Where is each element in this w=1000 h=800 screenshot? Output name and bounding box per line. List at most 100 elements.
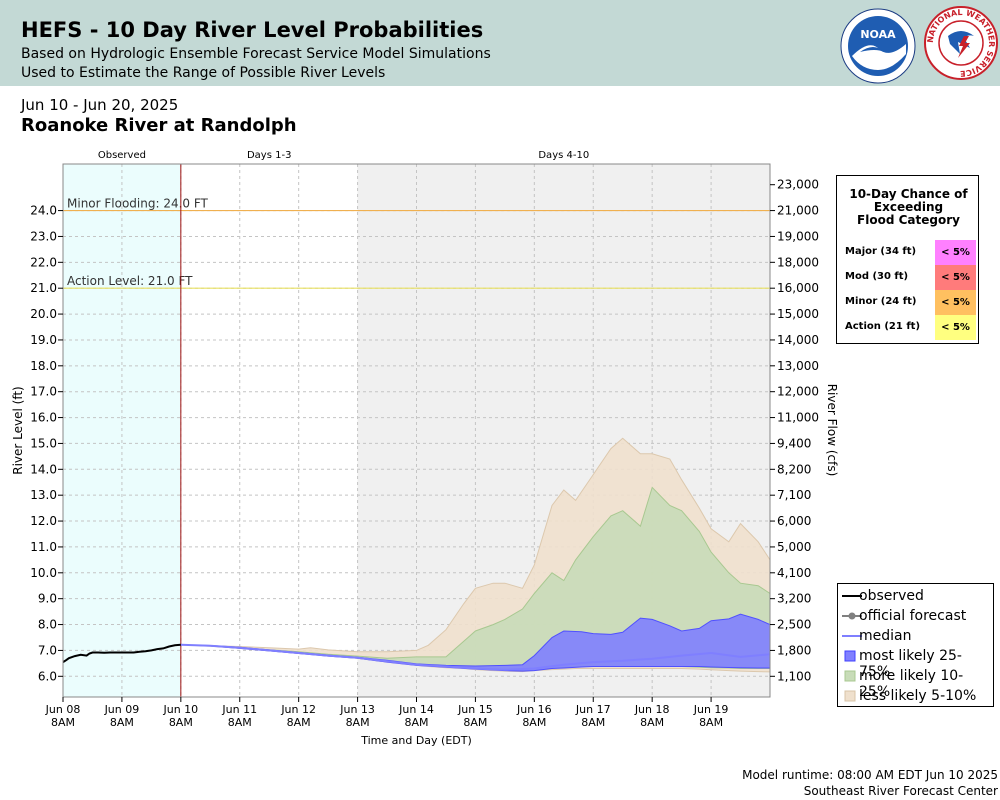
x-tick-time: 8AM <box>346 716 370 729</box>
x-tick-label: Jun 18 <box>634 703 670 716</box>
x-tick-time: 8AM <box>287 716 311 729</box>
flood-row-major: Major (34 ft) < 5% <box>837 240 978 265</box>
date-range: Jun 10 - Jun 20, 2025 <box>21 96 179 114</box>
flow-tick-label: 1,100 <box>777 669 811 683</box>
x-tick-label: Jun 10 <box>162 703 198 716</box>
x-tick-label: Jun 08 <box>45 703 81 716</box>
region-days-1-3 <box>180 164 358 697</box>
x-tick-label: Jun 17 <box>575 703 611 716</box>
legend-item-5-10: less likely 5-10% <box>838 686 993 706</box>
legend-item-observed: observed <box>838 586 993 606</box>
threshold-label: Action Level: 21.0 FT <box>67 274 193 288</box>
x-tick-label: Jun 16 <box>516 703 552 716</box>
x-tick-time: 8AM <box>169 716 193 729</box>
y-tick-label: 18.0 <box>30 359 57 373</box>
flow-tick-label: 14,000 <box>777 333 819 347</box>
flood-row-label: Action (21 ft) <box>845 321 921 332</box>
legend-label: less likely 5-10% <box>859 688 977 704</box>
legend-swatch <box>844 670 856 682</box>
legend-label: official forecast <box>859 608 967 624</box>
x-tick-label: Jun 09 <box>104 703 140 716</box>
flow-tick-label: 6,000 <box>777 514 811 528</box>
flood-box-title: 10-Day Chance of Exceeding Flood Categor… <box>837 188 980 227</box>
y-tick-label: 19.0 <box>30 333 57 347</box>
flow-tick-label: 18,000 <box>777 255 819 269</box>
flow-tick-label: 7,100 <box>777 488 811 502</box>
flood-category-box: 10-Day Chance of Exceeding Flood Categor… <box>836 175 979 344</box>
nws-logo-icon[interactable]: NATIONAL WEATHER SERVICE <box>924 6 998 80</box>
legend-swatch <box>842 635 862 637</box>
y-tick-label: 24.0 <box>30 204 57 218</box>
x-tick-time: 8AM <box>581 716 605 729</box>
legend-swatch <box>844 650 856 662</box>
legend-item-10-25: more likely 10-25% <box>838 666 993 700</box>
flow-tick-label: 8,200 <box>777 462 811 476</box>
legend-label: median <box>859 628 912 644</box>
flow-tick-label: 11,000 <box>777 411 819 425</box>
flow-tick-label: 13,000 <box>777 359 819 373</box>
flow-tick-label: 5,000 <box>777 540 811 554</box>
station-name: Roanoke River at Randolph <box>21 115 297 136</box>
flood-row-minor: Minor (24 ft) < 5% <box>837 290 978 315</box>
flood-box-title-line: Flood Category <box>857 213 960 227</box>
flood-row-label: Mod (30 ft) <box>845 271 909 282</box>
legend-label: observed <box>859 588 924 604</box>
y-tick-label: 12.0 <box>30 514 57 528</box>
x-tick-label: Jun 11 <box>221 703 257 716</box>
legend-swatch <box>842 612 862 620</box>
flow-tick-label: 3,200 <box>777 592 811 606</box>
flood-row-label: Minor (24 ft) <box>845 296 917 307</box>
flood-row-value: < 5% <box>935 240 976 265</box>
y-tick-label: 15.0 <box>30 436 57 450</box>
flow-tick-label: 21,000 <box>777 204 819 218</box>
chart-legend: observed official forecast median most l… <box>837 583 994 707</box>
model-runtime: Model runtime: 08:00 AM EDT Jun 10 2025 <box>742 768 998 782</box>
flood-row-value: < 5% <box>935 265 976 290</box>
y-tick-label: 14.0 <box>30 462 57 476</box>
flood-row-value: < 5% <box>935 315 976 340</box>
flood-box-title-line: Exceeding <box>873 200 944 214</box>
x-tick-label: Jun 19 <box>693 703 729 716</box>
page-subtitle-2: Used to Estimate the Range of Possible R… <box>21 65 386 81</box>
legend-swatch <box>842 595 862 597</box>
y-tick-label: 8.0 <box>38 618 57 632</box>
flood-row-value: < 5% <box>935 290 976 315</box>
y-tick-label: 11.0 <box>30 540 57 554</box>
y-tick-label: 9.0 <box>38 592 57 606</box>
axes: Observed Days 1-3 Days 4-10 6.0 7.0 8.0 9.0 10.… <box>11 150 839 747</box>
flow-tick-label: 16,000 <box>777 281 819 295</box>
flow-tick-label: 4,100 <box>777 566 811 580</box>
legend-label: more likely 10-25% <box>859 668 964 700</box>
hydrograph-chart: Minor Flooding: 24.0 FT Action Level: 21.… <box>11 150 839 747</box>
x-tick-time: 8AM <box>51 716 75 729</box>
region-label: Days 4-10 <box>538 150 589 161</box>
x-tick-label: Jun 15 <box>457 703 493 716</box>
y-tick-label: 13.0 <box>30 488 57 502</box>
y-tick-label: 10.0 <box>30 566 57 580</box>
y-tick-label: 6.0 <box>38 669 57 683</box>
y-axis-label: River Level (ft) <box>11 386 25 474</box>
flow-tick-label: 12,000 <box>777 385 819 399</box>
region-label: Observed <box>98 150 146 161</box>
y2-axis-label: River Flow (cfs) <box>825 384 839 477</box>
legend-label: most likely 25-75% <box>859 648 962 680</box>
flow-tick-label: 19,000 <box>777 229 819 243</box>
x-tick-time: 8AM <box>522 716 546 729</box>
legend-item-25-75: most likely 25-75% <box>838 646 993 680</box>
x-axis-label: Time and Day (EDT) <box>360 734 472 747</box>
x-tick-time: 8AM <box>699 716 723 729</box>
y-tick-label: 16.0 <box>30 411 57 425</box>
region-label: Days 1-3 <box>247 150 291 161</box>
legend-item-official-forecast: official forecast <box>838 606 993 626</box>
x-tick-label: Jun 13 <box>339 703 375 716</box>
y-tick-label: 22.0 <box>30 255 57 269</box>
flow-tick-label: 2,500 <box>777 618 811 632</box>
noaa-logo-icon[interactable]: NOAA <box>840 8 916 84</box>
x-tick-label: Jun 14 <box>398 703 434 716</box>
legend-item-median: median <box>838 626 993 646</box>
median-line <box>180 643 771 671</box>
page-title: HEFS - 10 Day River Level Probabilities <box>21 18 484 42</box>
flow-tick-label: 9,400 <box>777 436 811 450</box>
observed-line <box>62 643 181 663</box>
x-tick-time: 8AM <box>404 716 428 729</box>
